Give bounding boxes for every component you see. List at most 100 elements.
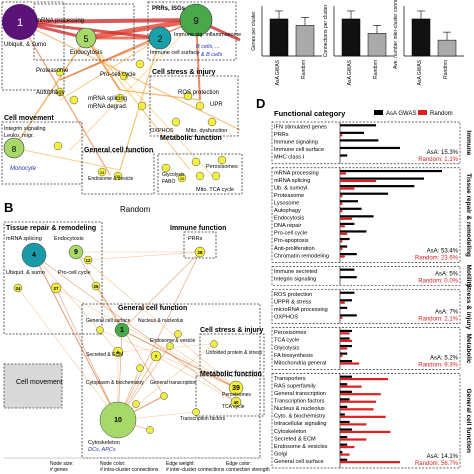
node-b-label-n12: 12 (85, 258, 91, 263)
d-pct-random-0: Random: 1.1% (418, 157, 458, 163)
small-node-a-8 (207, 117, 217, 127)
small-node-a-5 (183, 91, 193, 101)
small-node-a-3 (115, 93, 125, 103)
edge-b-11 (117, 343, 215, 421)
d-row-label-3-2: microRNA processing (274, 307, 328, 313)
d-row-label-5-0: Transporters (274, 376, 306, 382)
label-upr: UPR (210, 102, 223, 108)
legend-asa-label: AsA GWAS (386, 111, 416, 117)
d-row-label-2-1: Integrin signaling (274, 276, 316, 282)
edge-b-23 (55, 287, 237, 389)
d-row-label-5-9: Endosome & vesicles (274, 444, 328, 450)
cluster-box-general (81, 151, 155, 195)
d-row-label-1-0: mRNA processing (274, 170, 319, 176)
d-bar-random-3-2 (340, 309, 341, 312)
edge-b-4 (95, 285, 123, 331)
d-bar-asa-1-6 (340, 215, 374, 218)
edge-a-16 (59, 37, 161, 101)
label-b-tissue: Tissue repair & remodeling (6, 225, 96, 232)
d-bar-asa-3-2 (340, 306, 348, 309)
d-row-label-1-5: Autophagy (274, 208, 301, 214)
label-b-cytoplasm: Cytoplasm & biochemistry (86, 380, 144, 386)
d-group-box-5 (271, 373, 461, 469)
d-row-label-5-7: Cytoskeleton (274, 429, 306, 435)
d-row-label-1-4: Lysosome (274, 200, 299, 206)
d-bar-asa-4-0 (340, 329, 352, 333)
node-b-small-g (192, 408, 200, 416)
d-bar-asa-1-8 (340, 230, 367, 233)
c-xtick-1-0: AsA GWAS (347, 59, 353, 85)
c-xtick-2-0: AsA GWAS (417, 59, 423, 85)
small-node-a-15 (177, 173, 187, 183)
d-bar-asa-1-3 (340, 192, 388, 195)
d-row-label-0-3: Immune cell surface (274, 147, 324, 153)
edge-b-3 (55, 287, 119, 421)
label-b-general: General cell function (118, 305, 187, 312)
small-node-label-n33: 33 (100, 170, 105, 175)
label-integrin: Integrin signaling (4, 126, 46, 132)
label-b-ubiquit: Ubiquit. & sumo (6, 270, 45, 276)
small-node-a-13 (195, 171, 205, 181)
node-b-small-f (160, 392, 168, 400)
d-bar-asa-5-2 (340, 390, 352, 393)
d-bar-asa-2-1 (340, 276, 357, 279)
d-bar-random-1-8 (340, 232, 348, 235)
small-node-a-6 (195, 101, 205, 111)
label-pro-cell-cycle: Pro-cell cycle (100, 72, 136, 78)
label-b-endocytosis: Endocytosis (54, 236, 84, 242)
d-bar-random-3-1 (340, 301, 345, 304)
label-oxphos: OXPHOS (150, 128, 174, 134)
cluster-box-metabolic (157, 153, 243, 195)
small-node-a-14 (211, 171, 221, 181)
label-glycolysis: Glycolysis (162, 172, 185, 178)
label-b-unfolded: Unfolded protein & stress (206, 350, 263, 356)
node-1-label: 1 (17, 17, 23, 29)
d-bar-asa-4-1 (340, 337, 350, 340)
small-node-a-0 (55, 67, 65, 77)
node-b-small-c (166, 342, 174, 350)
cluster-box-b-metabolic (195, 375, 265, 417)
edge-b-0 (33, 254, 119, 421)
panel-d-header: Functional category (274, 109, 346, 118)
d-side-label-4: Metabolic (465, 334, 472, 364)
d-row-label-5-6: Intracellular signaling (274, 421, 327, 427)
node-b-label-n26: 26 (93, 284, 99, 289)
edge-b-18 (33, 254, 237, 403)
d-bar-asa-5-4 (340, 405, 348, 408)
d-pct-asa-5: AsA: 14.1% (427, 454, 459, 460)
label-b-tf: Transcription factors (180, 416, 226, 422)
legend-size-h: Node size: (50, 461, 74, 467)
d-bar-random-1-2 (340, 187, 355, 190)
edge-a-0 (19, 18, 197, 24)
node-b-label-n1: 1 (120, 327, 124, 334)
d-bar-random-4-0 (340, 332, 350, 335)
node-b-n7 (150, 350, 162, 362)
edge-b-10 (169, 345, 237, 389)
d-bar-random-5-2 (340, 393, 381, 396)
legend-asa-swatch (374, 110, 383, 115)
d-bar-asa-1-7 (340, 222, 355, 225)
d-bar-asa-1-11 (340, 253, 357, 256)
d-row-label-4-3: FA biosynthesis (274, 353, 313, 359)
d-bar-asa-3-1 (340, 299, 352, 302)
d-bar-asa-0-2 (340, 139, 379, 142)
d-row-label-3-0: ROS protection (274, 292, 312, 298)
node-5 (75, 27, 97, 49)
legend-random-label: Random (430, 111, 453, 117)
label-b-prrs: PRRs (188, 236, 203, 242)
c-xtick-2-1: Random (443, 60, 449, 79)
d-bar-asa-5-11 (340, 458, 348, 461)
edge-b-19 (99, 329, 237, 389)
label-b-movement: Cell movement (16, 379, 63, 386)
legend-random-swatch (418, 110, 427, 115)
d-bar-asa-4-2 (340, 344, 352, 348)
d-row-label-5-11: General cell surface (274, 459, 324, 465)
d-row-label-3-1: UPPR & stress (274, 300, 312, 306)
panel-c-bar-charts: Genes per cluster AsA GWAS Random Connectio… (251, 0, 464, 85)
edge-b-17 (75, 251, 237, 389)
cluster-box-immune (147, 1, 237, 61)
d-bar-random-5-5 (340, 415, 386, 418)
node-b-n6 (112, 346, 124, 358)
label-metabolic-function: Metabolic function (160, 135, 222, 142)
node-b-n12 (83, 255, 93, 265)
